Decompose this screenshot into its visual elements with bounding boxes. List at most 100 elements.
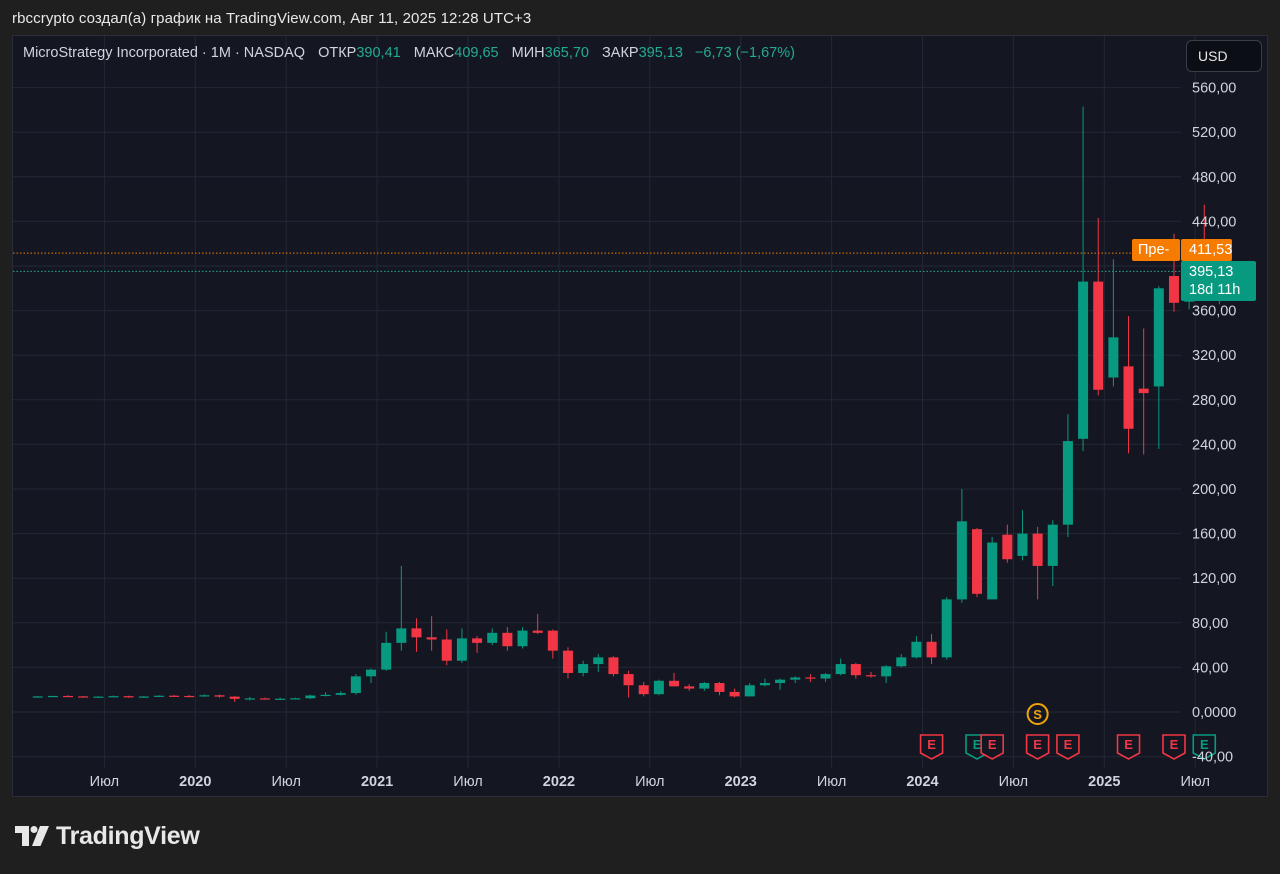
candle-body [714,683,725,692]
candle-body [487,632,498,643]
legend-open-value: 390,41 [356,45,401,61]
split-event-marker: S [1026,703,1049,725]
attribution-header: rbccrypto создал(а) график на TradingVie… [12,10,532,27]
candle [941,597,952,660]
candle [578,660,589,677]
candle [335,691,346,696]
candle [593,654,604,672]
candle-body [259,698,270,700]
candle [214,694,225,698]
candle [729,688,740,698]
candle [305,694,316,699]
candle [381,631,392,671]
candle [835,658,846,676]
legend-high-label: МАКС [413,45,455,61]
candle [169,694,180,697]
candle-body [775,679,786,684]
candle-body [320,694,331,697]
candle [517,627,528,649]
candle-body [926,641,937,658]
candle-body [790,677,801,680]
candle-body [881,666,892,677]
candle [229,696,240,702]
y-axis-labels: 560,00 520,00 480,00 440,00 360,00 320,00 280,… [1192,81,1236,766]
x-axis-labels: Июл 2020 Июл 2021 Июл 2022 Июл 2023 Июл 2024 Июл 20… [90,774,1210,790]
candle-body [759,683,770,686]
candle [547,629,558,659]
candle [244,696,255,701]
brand-name: TradingView [56,821,200,850]
earnings-event-marker: E [919,734,944,760]
y-tick-label: 560,00 [1192,81,1236,97]
x-tick-label: Июл [1180,774,1209,790]
candle [911,636,922,659]
y-tick-label: 80,00 [1192,616,1228,632]
legend-low-value: 365,70 [544,45,589,61]
candle [775,678,786,690]
candle [684,684,695,691]
candle [1047,520,1058,587]
candle-body [275,698,286,700]
candle-body [911,641,922,658]
candle-body [169,695,180,697]
candle [896,654,907,668]
candle-body [684,686,695,689]
premarket-label-tag: Пре- [1132,239,1180,261]
candle-body [1108,337,1119,378]
earnings-event-marker: E [1162,734,1186,760]
candle [290,697,301,700]
x-tick-label: Июл [453,774,482,790]
x-tick-label: 2025 [1088,774,1120,790]
candle [1002,524,1013,563]
candle-body [1093,281,1104,390]
candle-body [138,696,149,698]
candle [790,676,801,684]
legend-high-value: 409,65 [454,45,499,61]
candle-body [456,638,467,661]
candle-body [532,630,543,633]
candle [502,627,513,651]
candle-body [653,680,664,695]
tradingview-logo[interactable]: TradingView [15,820,200,852]
earnings-event-marker: E [1056,734,1080,760]
legend-low-label: МИН [511,45,545,61]
candle-body [850,664,861,676]
y-tick-label: 280,00 [1192,393,1236,409]
candle-body [214,695,225,697]
earnings-event-marker: E [1025,734,1050,760]
candle [562,647,573,679]
split-event-letter: S [1033,707,1042,722]
candle [350,674,361,695]
candle [47,695,58,698]
y-tick-label: 360,00 [1192,304,1236,320]
y-tick-label: 520,00 [1192,125,1236,141]
candle [759,678,770,687]
candle-body [305,695,316,699]
grid-lines [13,36,1196,768]
candle [881,665,892,684]
candle-body [835,664,846,675]
y-tick-label: 240,00 [1192,437,1236,453]
y-tick-label: 0,0000 [1192,705,1236,721]
candle-body [744,685,755,697]
candle-body [1062,441,1073,525]
candle [456,628,467,663]
legend-close-label: ЗАКР [602,45,639,61]
candle-body [669,680,680,687]
x-tick-label: 2021 [361,774,393,790]
candle-body [956,521,967,600]
reference-lines [13,252,1181,272]
x-tick-label: Июл [271,774,300,790]
candle-body [47,695,58,698]
candle [1108,259,1119,387]
last-price-tag: 395,13 18d 11h [1181,261,1256,301]
x-tick-label: Июл [817,774,846,790]
x-tick-label: 2024 [906,774,938,790]
candle-body [820,674,831,679]
legend-change: −6,73 (−1,67%) [694,45,795,61]
candle-body [941,599,952,658]
currency-button[interactable]: USD [1186,40,1262,72]
candle-body [63,695,74,698]
candle [714,681,725,696]
